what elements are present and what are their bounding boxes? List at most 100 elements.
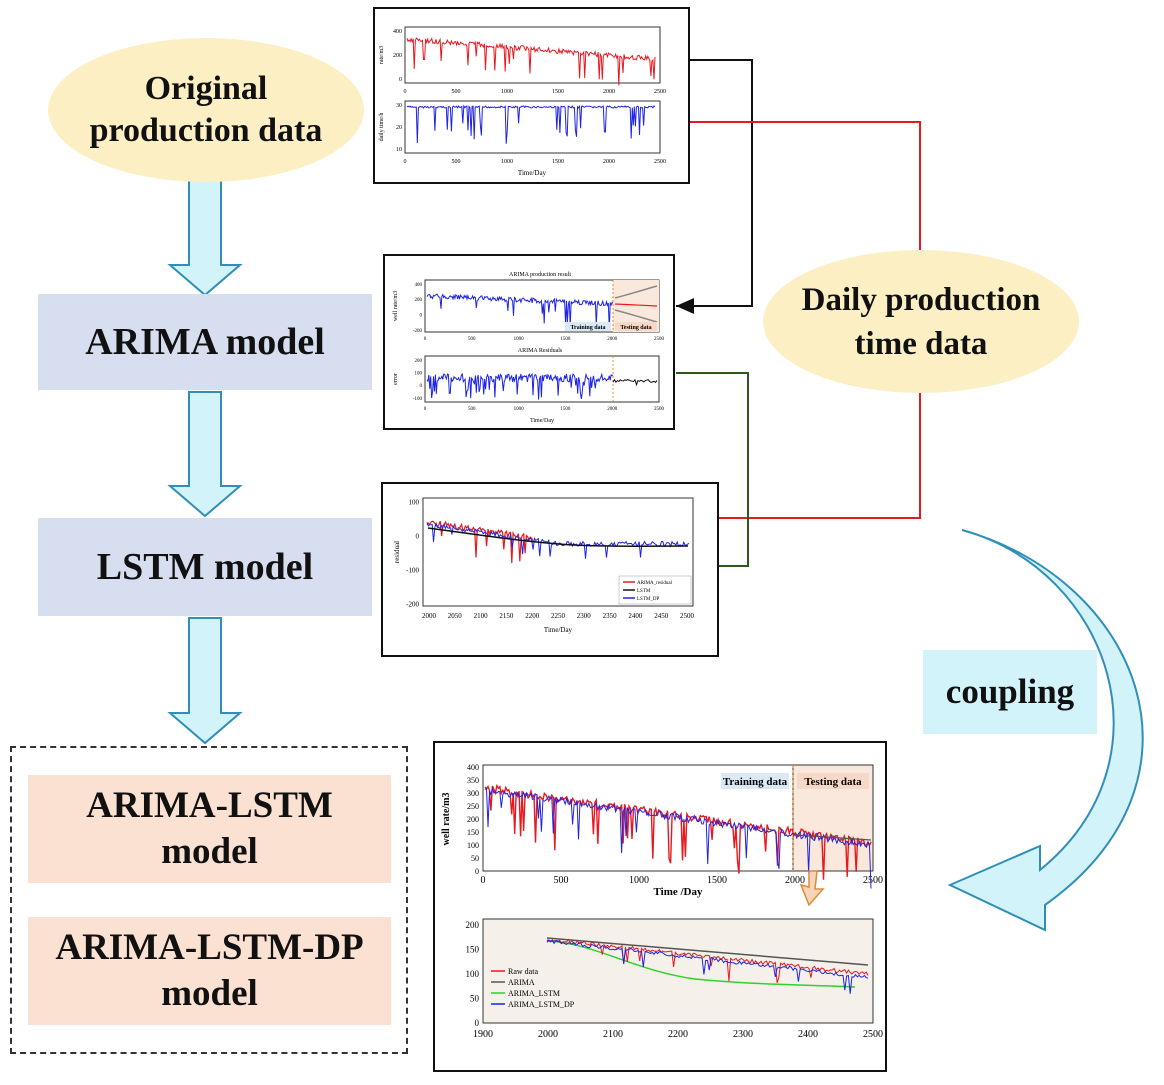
coupling-box: coupling (923, 650, 1097, 734)
p2-upper-xtick-5: 2500 (654, 337, 665, 342)
p2-upper-xtick-1: 500 (468, 337, 476, 342)
p4-upper-xtick-3: 1500 (707, 875, 727, 886)
p3-xtick-8: 2400 (628, 612, 643, 620)
arima-lstm-model-box: ARIMA-LSTM model (28, 775, 391, 883)
p4-lower-ytick-4: 0 (475, 1018, 480, 1028)
final-result-plots: Training data Testing data 0 500 1000 1500 2… (441, 763, 884, 1040)
arima-model-box: ARIMA model (38, 294, 372, 390)
p2-upper-xticks: 0 500 1000 1500 2000 2500 (424, 337, 665, 342)
p4-legend: Raw data ARIMA ARIMA_LSTM ARIMA_LSTM_DP (491, 967, 575, 1009)
p4-lower-ytick-3: 50 (470, 994, 480, 1004)
p4-legend-item-2: ARIMA_LSTM (508, 989, 560, 998)
daily-production-time-node: Daily production time data (763, 250, 1079, 393)
p2-lower-yticks: 200 100 0 -100 (413, 359, 423, 402)
lstm-result-plots: 2000 2050 2100 2150 2200 2250 2300 2350 2400 2450… (393, 497, 695, 634)
p4-lower-yticks: 200 150 100 50 0 (466, 920, 480, 1028)
p4-lower-xtick-4: 2300 (733, 1029, 753, 1040)
p2-lower-xtick-3: 1500 (560, 407, 571, 412)
p4-raw-series (484, 783, 872, 880)
p1-upper-xtick-0: 0 (404, 89, 407, 95)
p4-upper-xlabel: Time /Day (654, 886, 703, 898)
p4-training-label: Training data (723, 776, 788, 788)
p4-upper-xtick-4: 2000 (785, 875, 805, 886)
arima-result-panel: ARIMA production result 0 500 1000 1500 2000… (383, 254, 675, 430)
zoom-arrow (799, 870, 825, 907)
p4-fit-series (484, 786, 872, 889)
p3-xtick-0: 2000 (422, 612, 437, 620)
p2-residual-series (426, 372, 614, 400)
arima-model-label: ARIMA model (85, 321, 325, 363)
p1-lower-ytick-2: 10 (396, 147, 402, 153)
p4-lower-xtick-6: 2500 (863, 1029, 883, 1040)
p3-xtick-3: 2150 (499, 612, 514, 620)
original-data-panel: 0 500 1000 1500 2000 2500 400 200 0 rate/m3 0 50… (373, 7, 690, 184)
coupling-label: coupling (945, 672, 1075, 711)
original-production-data-node: Original production data (48, 38, 364, 182)
p4-upper-ytick-5: 150 (467, 828, 479, 837)
p4-upper-ytick-6: 100 (467, 841, 479, 850)
p2-upper-bound (614, 285, 658, 299)
p2-upper-title: ARIMA production result (509, 272, 571, 278)
p4-legend-item-1: ARIMA (508, 978, 535, 987)
p1-lower-xtick-2: 1000 (501, 159, 513, 165)
p4-upper-ytick-1: 350 (467, 776, 479, 785)
p2-residual-test-series (612, 378, 658, 387)
p1-lower-ytick-1: 20 (396, 125, 402, 131)
p3-lstm-dp-series (426, 521, 690, 559)
p4-upper-xtick-2: 1000 (629, 875, 649, 886)
p4-upper-xticks: 0 500 1000 1500 2000 2500 (481, 875, 884, 886)
p2-lower-ytick-0: 200 (415, 359, 423, 364)
p4-lower-xtick-2: 2100 (603, 1029, 623, 1040)
p3-ylabel: residual (393, 541, 401, 563)
hybrid-models-group (10, 746, 408, 1054)
original-production-data-label: Original production data (89, 70, 323, 149)
p3-legend: ARIMA_residual LSTM LSTM_DP (618, 575, 692, 605)
p4-upper-ytick-0: 400 (467, 763, 479, 772)
p4-lower-ytick-2: 100 (466, 969, 480, 979)
p2-rate-series (426, 293, 614, 330)
p2-upper-ytick-0: 400 (415, 283, 423, 288)
p4-lower-raw (546, 938, 869, 983)
lstm-model-label: LSTM model (96, 546, 314, 588)
p1-upper-xtick-4: 2000 (603, 89, 615, 95)
p4-upper-ytick-2: 300 (467, 789, 479, 798)
p4-lower-arima-lstm (546, 940, 856, 988)
p3-ytick-1: 0 (416, 532, 420, 540)
p4-lower-ytick-1: 150 (466, 945, 480, 955)
p1-upper-xtick-3: 1500 (552, 89, 564, 95)
black-connector (660, 59, 753, 314)
curved-coupling-arrow (947, 529, 1144, 932)
p1-rate-series (406, 37, 656, 86)
p2-lower-xtick-4: 2000 (607, 407, 618, 412)
p2-lower-bound (614, 309, 658, 323)
p2-upper-xtick-3: 1500 (560, 337, 571, 342)
p1-upper-ylabel: rate/m3 (379, 46, 385, 64)
p4-upper-ytick-3: 250 (467, 802, 479, 811)
arima-lstm-dp-model-label: ARIMA-LSTM-DP model (55, 927, 364, 1014)
down-arrow-2 (167, 391, 243, 518)
p1-lower-yticks: 30 20 10 (396, 103, 402, 153)
p1-upper-xtick-2: 1000 (501, 89, 513, 95)
p4-lower-arima-lstm-dp (546, 939, 869, 994)
p2-upper-yticks: 400 200 0 -200 (413, 283, 423, 334)
p1-upper-xtick-5: 2500 (654, 89, 666, 95)
p1-lower-xtick-1: 500 (452, 159, 461, 165)
p4-arima-forecast (794, 834, 872, 841)
p2-lower-title: ARIMA Residuals (518, 348, 563, 354)
arima-lstm-dp-model-box: ARIMA-LSTM-DP model (28, 917, 391, 1025)
p4-upper-xtick-1: 500 (554, 875, 569, 886)
p2-lower-xtick-2: 1000 (514, 407, 525, 412)
p2-lower-ytick-1: 100 (415, 371, 423, 376)
p4-lower-ytick-0: 200 (466, 920, 480, 930)
p4-legend-item-3: ARIMA_LSTM_DP (508, 1000, 575, 1009)
p4-lower-xtick-1: 2000 (538, 1029, 558, 1040)
p4-upper-ytick-8: 0 (475, 867, 479, 876)
p1-upper-xticks: 0 500 1000 1500 2000 2500 (404, 89, 667, 95)
p3-xtick-7: 2350 (603, 612, 618, 620)
p2-lower-ytick-2: 0 (420, 384, 423, 389)
final-result-panel: Training data Testing data 0 500 1000 1500 2… (433, 741, 887, 1072)
p3-xtick-5: 2250 (551, 612, 566, 620)
p1-lower-ytick-0: 30 (396, 103, 402, 109)
p4-lower-xtick-5: 2400 (798, 1029, 818, 1040)
